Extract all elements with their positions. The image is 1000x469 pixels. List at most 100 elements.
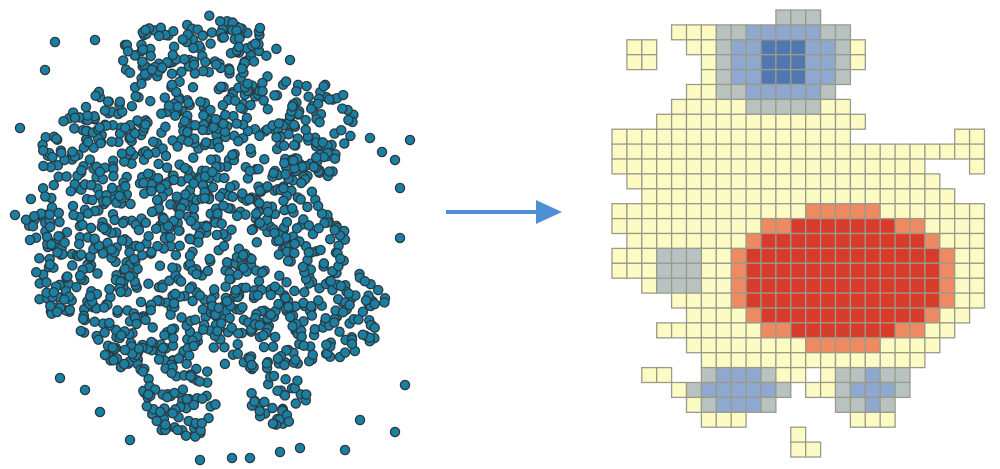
cluster-point (179, 53, 190, 65)
grid-cell (819, 262, 837, 279)
cluster-point (325, 275, 337, 287)
cluster-point (124, 434, 136, 446)
grid-cell (700, 352, 717, 369)
cluster-point (155, 183, 166, 194)
cluster-point (202, 265, 214, 277)
grid-cell (641, 277, 658, 294)
cluster-point (288, 155, 299, 166)
cluster-point (158, 213, 169, 225)
grid-cell (670, 143, 688, 160)
cluster-point (167, 49, 179, 61)
grid-cell (775, 83, 792, 101)
cluster-point (82, 136, 94, 148)
cluster-point (334, 326, 345, 337)
grid-cell (715, 83, 732, 101)
grid-cell (790, 426, 807, 443)
cluster-point (87, 194, 98, 206)
cluster-point (44, 221, 56, 233)
cluster-point (237, 302, 248, 313)
grid-cell (730, 247, 747, 264)
cluster-point (323, 166, 335, 177)
grid-cell (715, 158, 732, 175)
cluster-point (339, 444, 351, 456)
grid-cell (760, 24, 777, 41)
cluster-point (147, 136, 159, 148)
grid-cell (700, 24, 717, 41)
grid-cell (819, 188, 837, 205)
grid-cell (939, 262, 956, 279)
grid-cell (879, 232, 896, 250)
grid-cell (834, 24, 852, 41)
grid-cell (700, 54, 717, 71)
cluster-point (133, 224, 145, 236)
grid-cell (656, 262, 673, 279)
grid-cell (611, 203, 628, 220)
grid-cell (805, 217, 822, 235)
cluster-point (245, 143, 256, 155)
cluster-point (274, 270, 285, 281)
grid-cell (819, 143, 837, 160)
cluster-point (271, 43, 282, 55)
cluster-point (101, 195, 112, 207)
grid-cell (760, 113, 777, 130)
cluster-point (269, 227, 280, 239)
grid-cell (790, 337, 807, 354)
grid-cell (760, 337, 777, 354)
cluster-point (231, 210, 243, 222)
cluster-point (160, 121, 171, 133)
cluster-point (272, 353, 284, 364)
cluster-point (213, 142, 225, 153)
cluster-point (196, 417, 208, 429)
cluster-point (153, 158, 164, 170)
cluster-point (28, 210, 40, 222)
cluster-point (194, 454, 206, 466)
cluster-point (245, 99, 256, 111)
cluster-point (267, 402, 278, 414)
grid-cell (968, 262, 986, 279)
cluster-point (262, 206, 274, 218)
grid-cell (879, 337, 896, 354)
grid-cell (849, 322, 866, 339)
grid-cell (968, 247, 986, 264)
grid-cell (819, 24, 837, 41)
cluster-point (219, 342, 230, 353)
cluster-point (197, 124, 208, 136)
cluster-point (280, 292, 291, 304)
grid-cell (730, 54, 747, 71)
grid-cell (834, 54, 852, 71)
cluster-point (116, 148, 128, 159)
grid-cell (834, 217, 852, 235)
cluster-point (301, 80, 312, 92)
cluster-point (357, 306, 369, 317)
grid-cell (715, 292, 732, 309)
grid-cell (805, 83, 822, 101)
cluster-point (343, 114, 354, 126)
grid-cell (730, 68, 747, 86)
grid-cell (745, 337, 762, 354)
grid-cell (730, 217, 747, 235)
grid-cell (626, 143, 643, 160)
cluster-point (9, 209, 21, 221)
grid-cell (685, 188, 703, 205)
cluster-point (93, 334, 104, 345)
grid-cell (805, 113, 822, 130)
cluster-point (89, 316, 100, 328)
cluster-point (153, 30, 165, 42)
cluster-point (54, 372, 66, 384)
cluster-point (161, 391, 173, 403)
cluster-point (125, 145, 136, 157)
cluster-point (249, 396, 260, 407)
grid-cell (685, 128, 703, 145)
grid-cell (670, 277, 688, 294)
grid-cell (834, 381, 852, 399)
cluster-point (216, 318, 227, 329)
grid-cell (819, 173, 837, 190)
grid-cell (760, 54, 777, 71)
grid-cell (641, 128, 658, 145)
grid-cell (775, 54, 792, 71)
grid-cell (685, 113, 703, 130)
grid-cell (715, 277, 732, 294)
grid-cell (700, 203, 717, 220)
grid-cell (730, 411, 747, 428)
